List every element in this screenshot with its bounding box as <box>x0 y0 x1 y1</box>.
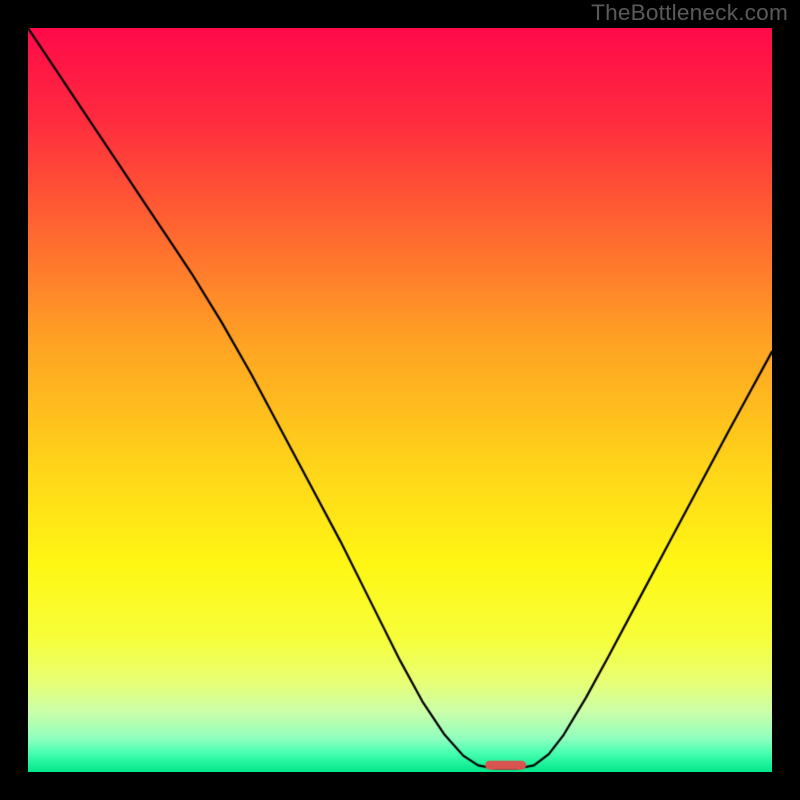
watermark-label: TheBottleneck.com <box>591 0 788 26</box>
chart-root: TheBottleneck.com <box>0 0 800 800</box>
plot-area <box>28 28 772 772</box>
bottleneck-curve-chart <box>28 28 772 772</box>
